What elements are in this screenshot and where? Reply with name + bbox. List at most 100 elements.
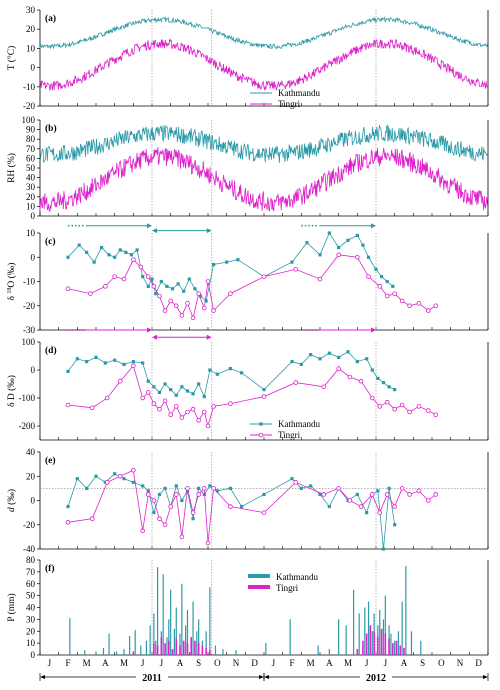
data-point-kathmandu (387, 486, 391, 490)
data-point-tingri (317, 276, 323, 282)
data-point-kathmandu (169, 388, 173, 392)
bar-kathmandu (338, 619, 340, 655)
month-label: J (141, 658, 145, 668)
data-point-tingri (293, 267, 299, 272)
data-point-kathmandu (182, 289, 186, 293)
panel-label: (b) (45, 123, 57, 134)
bar-kathmandu (166, 637, 168, 655)
data-point-tingri (407, 303, 412, 309)
data-point-tingri (205, 540, 211, 546)
data-point-tingri (392, 406, 397, 412)
data-point-kathmandu (122, 362, 126, 366)
year-bracket-arrow (483, 675, 488, 679)
bar-tingri (201, 645, 204, 655)
bar-tingri (179, 645, 181, 655)
data-point-tingri (336, 252, 341, 258)
bar-kathmandu (317, 645, 319, 655)
data-point-kathmandu (337, 245, 341, 250)
data-point-kathmandu (228, 367, 232, 371)
legend-label: Tingri (276, 583, 299, 593)
bar-tingri (194, 640, 196, 655)
y-tick-label: 70 (26, 567, 36, 577)
legend-marker (258, 432, 264, 438)
data-point-kathmandu (327, 351, 331, 355)
data-point-tingri (321, 492, 327, 497)
data-point-tingri (211, 308, 216, 313)
data-point-kathmandu (299, 486, 303, 490)
data-point-kathmandu (355, 492, 359, 497)
data-point-tingri (185, 301, 190, 306)
month-label: S (420, 658, 425, 668)
data-point-kathmandu (180, 498, 184, 503)
bar-tingri (399, 645, 402, 655)
bar-tingri (190, 637, 192, 655)
data-point-tingri (131, 467, 136, 473)
data-point-tingri (168, 504, 173, 509)
data-point-kathmandu (346, 350, 350, 354)
bar-kathmandu (235, 650, 237, 655)
bar-tingri (197, 643, 200, 655)
data-point-kathmandu (163, 486, 167, 490)
data-point-tingri (416, 404, 422, 409)
data-point-tingri (369, 492, 375, 497)
data-point-kathmandu (103, 361, 107, 365)
y-tick-label: 30 (26, 614, 36, 624)
month-label: A (177, 658, 184, 668)
bar-kathmandu (185, 625, 187, 655)
y-tick-label: -30 (23, 325, 35, 335)
data-point-kathmandu (337, 355, 341, 359)
data-point-kathmandu (187, 277, 191, 281)
data-point-tingri (173, 492, 179, 497)
data-point-kathmandu (159, 279, 163, 284)
data-point-tingri (433, 303, 439, 309)
data-point-tingri (407, 492, 412, 497)
bar-tingri (362, 640, 364, 655)
bar-tingri (209, 650, 211, 655)
legend-label: Tingri (278, 430, 301, 440)
data-point-kathmandu (309, 484, 313, 488)
series-line-kathmandu (67, 232, 394, 302)
data-point-tingri (261, 394, 267, 399)
bar-kathmandu (205, 631, 207, 655)
month-label: N (457, 658, 464, 668)
bar-tingri (160, 637, 163, 655)
month-label: F (65, 658, 70, 668)
bar-tingri (175, 638, 178, 655)
data-point-kathmandu (152, 385, 156, 389)
y-tick-label: 0 (31, 365, 36, 375)
bar-tingri (403, 647, 405, 655)
data-point-tingri (384, 399, 390, 405)
y-tick-label: -10 (23, 82, 35, 92)
y-tick-label: 80 (26, 555, 36, 565)
data-point-tingri (89, 405, 95, 411)
data-point-kathmandu (163, 382, 167, 386)
data-point-tingri (205, 279, 211, 284)
data-point-kathmandu (197, 382, 201, 386)
year-label-bg (136, 671, 168, 683)
data-point-tingri (151, 284, 157, 289)
data-point-tingri (103, 284, 108, 289)
data-point-kathmandu (131, 360, 135, 364)
month-label: J (384, 658, 388, 668)
panel-c: -30 -20 -10 0 10 δ 18O (‰) (c) (6, 223, 489, 340)
month-label: M (344, 658, 352, 668)
month-label: M (83, 658, 91, 668)
data-point-kathmandu (318, 357, 322, 361)
bar-tingri (369, 625, 372, 655)
bar-kathmandu (367, 601, 370, 655)
bar-kathmandu (405, 565, 407, 655)
arrow-head-right (147, 223, 152, 229)
data-point-tingri (377, 284, 383, 289)
data-point-kathmandu (122, 477, 126, 481)
month-label: D (475, 658, 482, 668)
year-bracket-arrow (264, 675, 269, 679)
y-tick-label: 100 (22, 115, 36, 125)
y-tick-label: 40 (26, 447, 36, 457)
data-point-kathmandu (185, 389, 190, 393)
month-label: A (326, 658, 333, 668)
bar-kathmandu (353, 589, 355, 655)
series-line-tingri (67, 469, 436, 543)
data-point-tingri (162, 308, 168, 313)
data-point-tingri (416, 301, 422, 306)
bar-kathmandu (289, 619, 291, 655)
